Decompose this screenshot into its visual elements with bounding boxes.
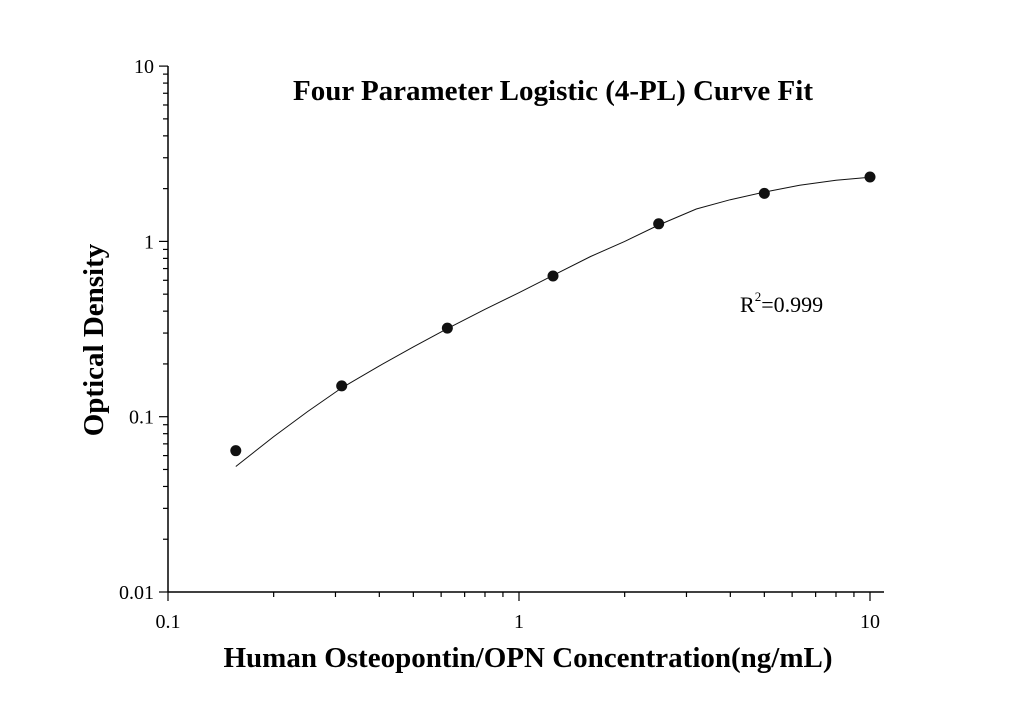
data-point (230, 445, 242, 457)
x-tick-label: 0.1 (156, 611, 181, 633)
data-point (441, 322, 453, 334)
data-point (653, 218, 665, 230)
data-point (547, 270, 559, 282)
data-point (336, 380, 348, 392)
r-squared-annotation: R2=0.999 (740, 289, 823, 317)
y-tick-label: 0.01 (119, 582, 154, 604)
data-point (864, 171, 876, 183)
chart-title: Four Parameter Logistic (4-PL) Curve Fit (293, 75, 813, 107)
r-squared-superscript: 2 (755, 289, 762, 304)
y-tick-label: 0.1 (129, 407, 154, 429)
data-points-layer (230, 171, 876, 457)
x-tick-label: 10 (860, 611, 880, 633)
data-point (758, 187, 770, 199)
y-tick-label: 10 (134, 56, 154, 78)
y-tick-label: 1 (144, 231, 154, 253)
y-axis-label: Optical Density (78, 243, 110, 436)
r-squared-value: =0.999 (761, 292, 823, 317)
x-tick-label: 1 (514, 611, 524, 633)
r-squared-base: R (740, 292, 755, 317)
x-axis-label: Human Osteopontin/OPN Concentration(ng/m… (223, 642, 832, 674)
